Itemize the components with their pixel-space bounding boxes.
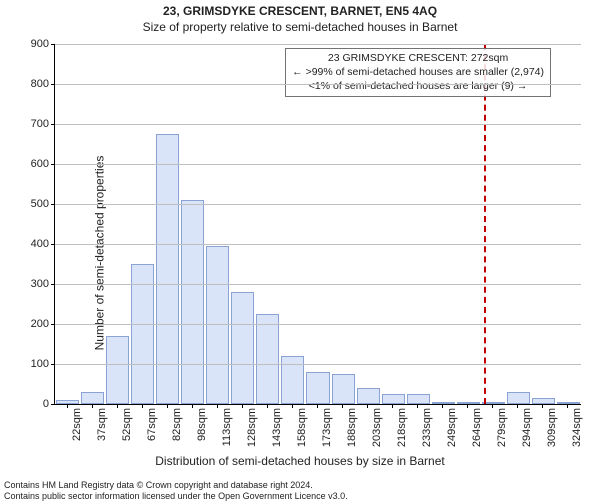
histogram-bar — [507, 392, 530, 404]
x-axis-label: Distribution of semi-detached houses by … — [0, 454, 600, 468]
y-tick-label: 600 — [31, 158, 49, 170]
x-tick-label: 67sqm — [146, 408, 158, 441]
y-tick-label: 300 — [31, 278, 49, 290]
bar-group — [55, 44, 581, 404]
x-ticks: 22sqm 37sqm 52sqm 67sqm 82sqm 98sqm 113sqm 128s… — [54, 404, 580, 450]
x-tick-label: 143sqm — [271, 408, 283, 447]
x-tick-label: 113sqm — [221, 408, 233, 446]
x-tick-label: 249sqm — [446, 408, 458, 447]
histogram-bar — [332, 374, 355, 404]
x-tick-label: 52sqm — [121, 408, 133, 441]
y-tick-label: 800 — [31, 78, 49, 90]
y-tick-label: 900 — [31, 38, 49, 50]
x-tick-label: 22sqm — [71, 408, 83, 441]
histogram-bar — [306, 372, 329, 404]
x-tick-label: 128sqm — [246, 408, 258, 447]
histogram-bar — [382, 394, 405, 404]
x-tick-label: 324sqm — [571, 408, 583, 447]
plot-area: 23 GRIMSDYKE CRESCENT: 272sqm ← >99% of … — [54, 44, 581, 405]
x-tick-label: 264sqm — [471, 408, 483, 447]
histogram-bar — [256, 314, 279, 404]
y-tick-label: 500 — [31, 198, 49, 210]
footer-line-2: Contains public sector information licen… — [4, 491, 348, 502]
x-tick-label: 98sqm — [196, 408, 208, 441]
x-tick-label: 158sqm — [296, 408, 308, 447]
x-tick-label: 188sqm — [346, 408, 358, 447]
y-tick-label: 100 — [31, 358, 49, 370]
annotation-box: 23 GRIMSDYKE CRESCENT: 272sqm ← >99% of … — [285, 48, 551, 97]
histogram-bar — [181, 200, 204, 404]
histogram-bar — [231, 292, 254, 404]
annotation-line-2: ← >99% of semi-detached houses are small… — [292, 65, 544, 79]
x-tick-label: 233sqm — [421, 408, 433, 447]
y-tick-label: 400 — [31, 238, 49, 250]
y-tick-label: 200 — [31, 318, 49, 330]
x-tick-label: 309sqm — [546, 408, 558, 447]
x-tick-label: 294sqm — [521, 408, 533, 447]
y-tick-label: 700 — [31, 118, 49, 130]
x-tick-label: 173sqm — [321, 408, 333, 447]
histogram-bar — [81, 392, 104, 404]
x-tick-label: 37sqm — [96, 408, 108, 441]
y-tick-label: 0 — [43, 398, 49, 410]
histogram-bar — [206, 246, 229, 404]
x-tick-label: 218sqm — [396, 408, 408, 447]
annotation-line-1: 23 GRIMSDYKE CRESCENT: 272sqm — [292, 51, 544, 65]
histogram-chart: Number of semi-detached properties 23 GR… — [0, 38, 600, 468]
footer-line-1: Contains HM Land Registry data © Crown c… — [4, 480, 348, 491]
footer-attribution: Contains HM Land Registry data © Crown c… — [4, 480, 348, 503]
property-marker-line — [484, 44, 486, 404]
x-tick-label: 203sqm — [371, 408, 383, 447]
x-tick-label: 82sqm — [171, 408, 183, 441]
chart-subtitle: Size of property relative to semi-detach… — [0, 20, 600, 34]
x-tick-label: 279sqm — [496, 408, 508, 447]
annotation-line-3: <1% of semi-detached houses are larger (… — [292, 79, 544, 93]
histogram-bar — [407, 394, 430, 404]
histogram-bar — [106, 336, 129, 404]
chart-title: 23, GRIMSDYKE CRESCENT, BARNET, EN5 4AQ — [0, 4, 600, 18]
histogram-bar — [357, 388, 380, 404]
histogram-bar — [131, 264, 154, 404]
